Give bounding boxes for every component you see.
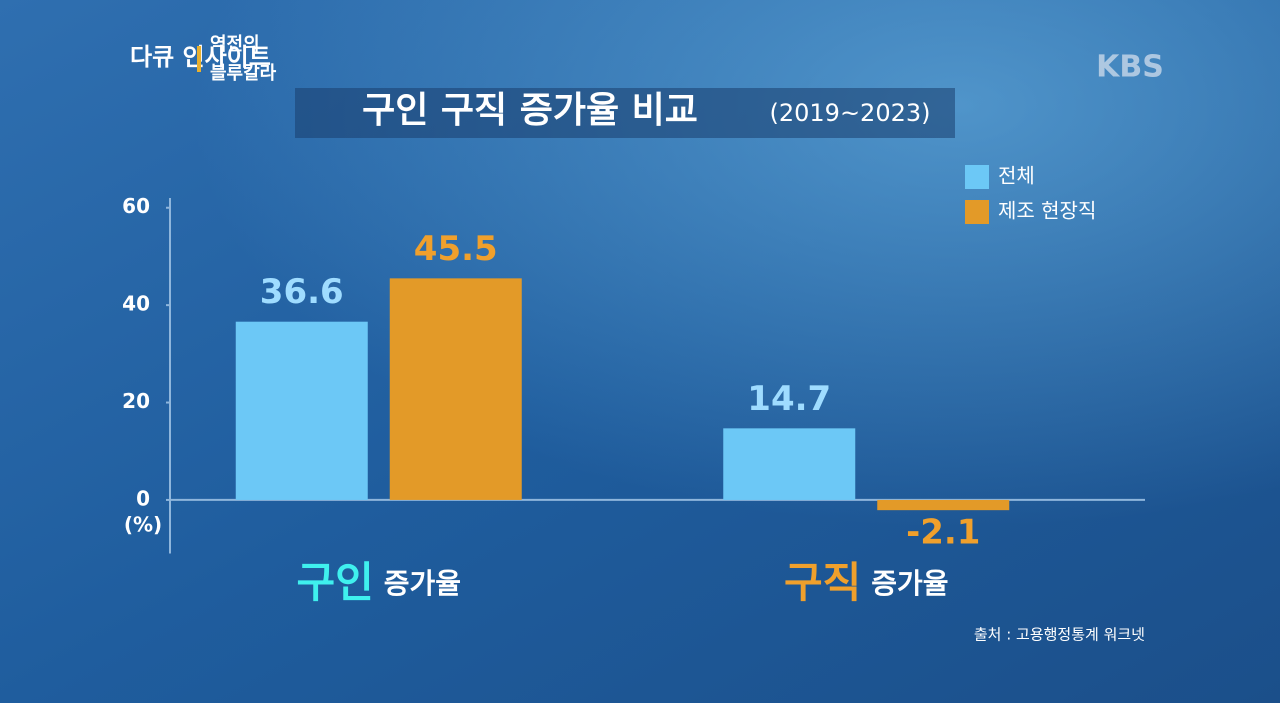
logo-divider [197,46,201,72]
value-label: 36.6 [260,272,344,312]
value-label: -2.1 [906,512,980,552]
episode-line: 블루칼라 [210,63,277,84]
legend-swatch [965,165,989,189]
episode-line: 역전의 [210,34,260,55]
source: 출처 : 고용행정통계 워크넷 [974,626,1145,644]
chart-title: 구인 구직 증가율 비교 [362,90,698,131]
bar [723,428,856,500]
y-unit: (%) [124,513,162,537]
category-label-part: 증가율 [384,567,461,600]
category-label: 구직 증가율 [784,558,949,607]
bar [877,499,1010,511]
chart-subtitle: (2019~2023) [770,99,931,127]
value-label: 45.5 [414,229,498,269]
value-label: 14.7 [747,379,831,419]
category-label-part: 증가율 [871,567,948,600]
bar [235,321,368,500]
y-tick-label: 20 [122,389,150,413]
legend-swatch [965,200,989,224]
y-tick-label: 40 [122,292,150,316]
category-label-part: 구인 [296,558,373,607]
title-band [295,88,955,138]
category-label: 구인 증가율 [296,558,461,607]
legend-label: 제조 현장직 [998,199,1096,223]
channel-logo: KBS [1096,50,1164,85]
bar [389,278,522,500]
legend-label: 전체 [998,164,1035,188]
y-tick-label: 0 [136,486,150,510]
category-label-part: 구직 [784,558,861,607]
y-tick-label: 60 [122,194,150,218]
